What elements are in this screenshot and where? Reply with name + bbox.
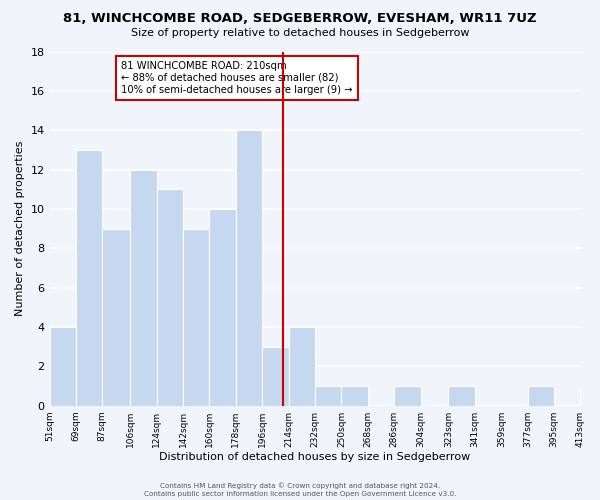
Bar (394, 386, 421, 406)
Bar (341, 386, 368, 406)
Text: Size of property relative to detached houses in Sedgeberrow: Size of property relative to detached ho… (131, 28, 469, 38)
Bar (130, 170, 157, 406)
Bar (262, 346, 289, 406)
Bar (315, 386, 341, 406)
Bar (50, 327, 76, 406)
Bar (289, 327, 315, 406)
Bar (527, 386, 554, 406)
X-axis label: Distribution of detached houses by size in Sedgeberrow: Distribution of detached houses by size … (160, 452, 470, 462)
Text: 81 WINCHCOMBE ROAD: 210sqm
← 88% of detached houses are smaller (82)
10% of semi: 81 WINCHCOMBE ROAD: 210sqm ← 88% of deta… (121, 62, 353, 94)
Bar (209, 209, 236, 406)
Text: Contains public sector information licensed under the Open Government Licence v3: Contains public sector information licen… (144, 491, 456, 497)
Bar (157, 189, 183, 406)
Text: 81, WINCHCOMBE ROAD, SEDGEBERROW, EVESHAM, WR11 7UZ: 81, WINCHCOMBE ROAD, SEDGEBERROW, EVESHA… (63, 12, 537, 26)
Bar (580, 386, 600, 406)
Text: Contains HM Land Registry data © Crown copyright and database right 2024.: Contains HM Land Registry data © Crown c… (160, 482, 440, 489)
Bar (236, 130, 262, 406)
Bar (103, 228, 130, 406)
Y-axis label: Number of detached properties: Number of detached properties (15, 141, 25, 316)
Bar (183, 228, 209, 406)
Bar (448, 386, 475, 406)
Bar (76, 150, 103, 406)
